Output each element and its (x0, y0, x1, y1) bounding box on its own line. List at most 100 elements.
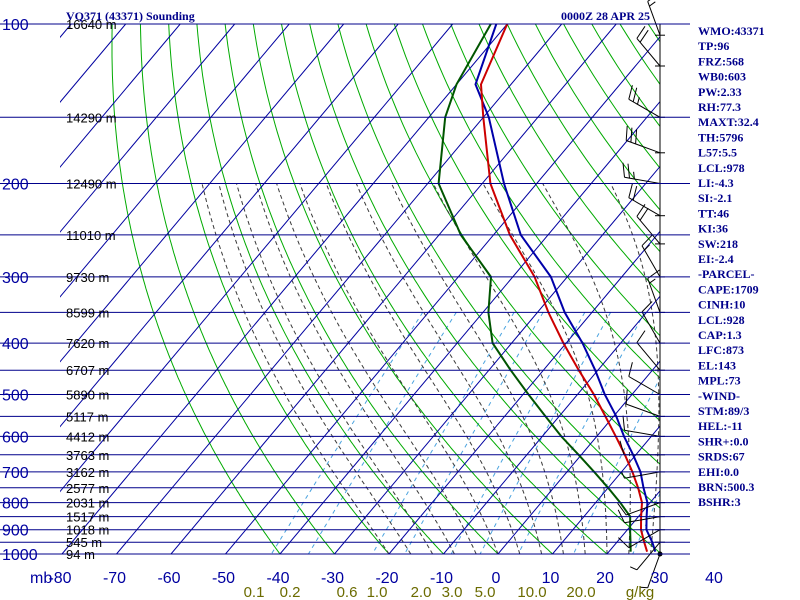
isotherm-line (60, 24, 399, 428)
height-label: 8599 m (66, 305, 109, 320)
sounding-index-text: LI:-4.3 (698, 176, 734, 190)
wind-barb-shaft (647, 278, 661, 313)
sounding-index-text: STM:89/3 (698, 404, 749, 418)
wind-barb-flag (619, 440, 625, 455)
height-label: 16640 m (66, 17, 117, 32)
temperature-tick-label: 30 (651, 570, 669, 587)
wind-barb-flag (627, 163, 630, 179)
temperature-tick-label: 40 (705, 570, 723, 587)
height-label: 12490 m (66, 177, 117, 192)
pressure-tick-label: 800 (2, 496, 29, 513)
isotherm-line (60, 24, 345, 363)
sounding-index-text: CINH:10 (698, 298, 745, 312)
temperature-tick-label: -60 (157, 570, 180, 587)
sounding-index-text: -WIND- (698, 389, 740, 403)
wind-barb-flag (639, 207, 649, 221)
height-label: 5890 m (66, 388, 109, 403)
height-label: 9730 m (66, 270, 109, 285)
sounding-index-text: PW:2.33 (698, 85, 742, 99)
moist-adiabat-line (482, 183, 608, 554)
temperature-tick-label: -80 (48, 570, 71, 587)
height-label: 7620 m (66, 336, 109, 351)
temperature-tick-label: 20 (596, 570, 614, 587)
isotherm-line (60, 24, 290, 298)
isotherm-line (388, 230, 660, 554)
isotherm-line (170, 24, 617, 554)
mixing-ratio-label: 1.0 (367, 584, 388, 600)
wind-barb-half-flag (640, 586, 648, 589)
wind-barb-half-flag (633, 171, 635, 180)
pressure-tick-label: 700 (2, 465, 29, 482)
height-label: 545 m (66, 535, 102, 550)
wind-barb-flag (628, 183, 633, 198)
sounding-index-text: SRDS:67 (698, 450, 745, 464)
wind-barb-flag (625, 389, 628, 405)
moist-adiabat-line (255, 183, 455, 554)
pressure-tick-label: 600 (2, 429, 29, 446)
mixing-ratio-line (371, 312, 515, 554)
sounding-index-text: WB0:603 (698, 70, 746, 84)
sounding-index-text: EL:143 (698, 358, 736, 372)
height-label: 3162 m (66, 465, 109, 480)
sounding-index-text: -PARCEL- (698, 267, 754, 281)
isotherm-line (225, 35, 660, 554)
wind-barb-flag (641, 234, 653, 247)
wind-barb-flag (636, 330, 646, 343)
sounding-index-text: TH:5796 (698, 130, 743, 144)
sounding-index-text: KI:36 (698, 222, 728, 236)
mixing-ratio-line (270, 312, 424, 554)
wind-barb-shaft (624, 516, 661, 524)
sounding-index-text: BRN:500.3 (698, 480, 754, 494)
wind-barb-half-flag (644, 244, 650, 251)
height-label: 11010 m (66, 228, 116, 243)
wind-barb-shaft (624, 471, 661, 479)
mixing-ratio-label: 2.0 (411, 584, 432, 600)
wind-barb-flag (632, 185, 638, 201)
wind-barb-shaft (626, 140, 661, 154)
temperature-tick-label: -30 (321, 570, 344, 587)
wind-barb-shaft (628, 529, 661, 549)
pressure-tick-label: 1000 (2, 547, 38, 564)
chart-timestamp: 0000Z 28 APR 25 (561, 9, 650, 23)
moist-adiabat-line (610, 183, 660, 554)
wind-barb-flag (630, 127, 633, 143)
wind-barb-shaft (636, 38, 661, 67)
sounding-index-text: MPL:73 (698, 374, 741, 388)
wind-barb-flag (622, 415, 625, 431)
mixing-ratio-label: 0.2 (280, 584, 301, 600)
wind-barb-flag (639, 29, 649, 43)
wind-barb-shaft (626, 403, 661, 417)
wind-barb-shaft (636, 541, 661, 571)
pressure-tick-label: 400 (2, 336, 29, 353)
sounding-index-text: EHI:0.0 (698, 465, 739, 479)
wind-barb-flag (622, 162, 625, 178)
sounding-index-text: MAXT:32.4 (698, 115, 759, 129)
wind-barb-flag (641, 301, 653, 313)
parcel-profile (479, 24, 649, 552)
mixing-ratio-label: 10.0 (517, 584, 546, 600)
sounding-index-text: RH:77.3 (698, 100, 741, 114)
height-label: 14290 m (66, 110, 117, 125)
height-label: 6707 m (66, 363, 109, 378)
pressure-tick-label: 100 (2, 17, 29, 34)
height-label: 3763 m (66, 448, 109, 463)
height-label: 1517 m (66, 510, 109, 525)
isotherm-line (61, 24, 508, 554)
wind-barb-flag (628, 85, 633, 100)
sounding-index-text: LFC:873 (698, 343, 744, 357)
temperature-tick-label: -40 (266, 570, 289, 587)
mixing-ratio-label: 0.1 (244, 584, 265, 600)
sounding-index-text: HEL:-11 (698, 419, 743, 433)
isotherm-line (60, 24, 236, 233)
temperature-tick-label: -20 (375, 570, 398, 587)
wind-barb-shaft (636, 342, 661, 371)
wind-barb-shaft (647, 1, 661, 36)
height-label: 5117 m (66, 409, 108, 424)
wind-barb-flag (636, 204, 646, 217)
wind-barb-half-flag (620, 471, 625, 479)
wind-barb-flag (628, 362, 633, 377)
wind-barb-shaft (626, 502, 661, 516)
